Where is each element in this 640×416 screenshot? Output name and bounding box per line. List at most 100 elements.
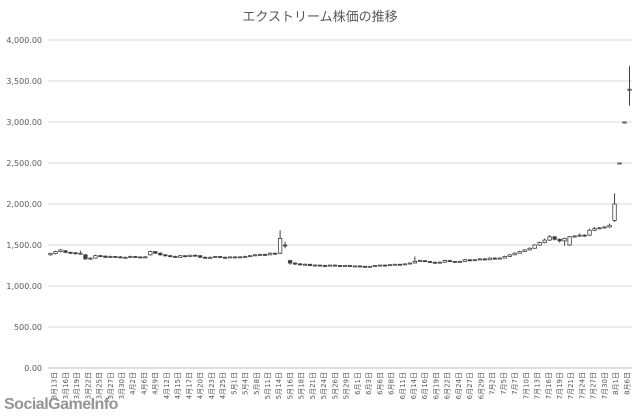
y-tick-label: 4,000.00: [6, 36, 42, 45]
candle: [572, 235, 577, 238]
candle: [522, 249, 527, 252]
candle-body: [452, 260, 457, 263]
candle-body: [467, 259, 472, 262]
candle: [302, 263, 308, 266]
candle: [547, 235, 552, 241]
candle-body: [577, 234, 582, 237]
candle: [282, 241, 288, 249]
candle: [143, 256, 148, 259]
candle: [262, 253, 268, 256]
candle-body: [582, 234, 587, 237]
x-tick-label: 5月14日: [275, 372, 283, 399]
candle: [108, 255, 113, 258]
candle-body: [622, 121, 627, 124]
x-tick-label: 3月13日: [51, 372, 59, 399]
candle-body: [48, 253, 53, 256]
candle-body: [482, 258, 487, 261]
candle-body: [113, 256, 118, 258]
candle: [83, 254, 88, 260]
candle: [372, 265, 378, 267]
candle: [492, 257, 497, 260]
x-tick-label: 5月16日: [286, 372, 294, 399]
x-tick-label: 6月29日: [477, 372, 485, 399]
candle-body: [502, 256, 507, 259]
x-tick-label: 6月16日: [421, 372, 429, 399]
candle-body: [282, 244, 288, 247]
candle: [173, 255, 178, 258]
candle: [587, 228, 592, 236]
candle: [352, 265, 358, 268]
candle: [412, 256, 418, 264]
candle-body: [163, 254, 168, 257]
x-tick-label: 6月11日: [399, 372, 407, 399]
candle-body: [357, 265, 363, 268]
candle: [58, 249, 63, 253]
candle-body: [78, 252, 83, 255]
candle-body: [233, 256, 238, 259]
candle-body: [567, 236, 572, 246]
candle-body: [417, 260, 423, 262]
candle-body: [238, 256, 243, 259]
x-tick-label: 5月11日: [264, 372, 272, 399]
candle-series: [48, 66, 632, 268]
candle: [437, 261, 442, 264]
x-tick-label: 3月30日: [118, 372, 126, 399]
candle-body: [153, 251, 158, 254]
candle-body: [243, 256, 248, 258]
candle-body: [292, 262, 298, 265]
candle: [48, 253, 53, 256]
candle-body: [133, 256, 138, 258]
candle: [103, 255, 108, 259]
x-tick-label: 6月27日: [466, 372, 474, 399]
candle-body: [218, 256, 223, 258]
candle: [138, 256, 143, 259]
candle: [432, 261, 437, 264]
x-tick-label: 5月26日: [331, 372, 339, 399]
candle-body: [287, 260, 293, 264]
chart-title: エクストリーム株価の推移: [242, 10, 397, 25]
watermark: SocialGameInfo: [4, 396, 118, 413]
candle: [482, 258, 487, 261]
x-tick-label: 4月9日: [152, 372, 160, 395]
candle: [517, 250, 522, 254]
x-tick-label: 5月8日: [253, 372, 261, 395]
candle-body: [437, 261, 442, 264]
candle: [153, 251, 158, 255]
candle-body: [612, 203, 617, 221]
candle-body: [203, 256, 208, 259]
candle-body: [58, 249, 63, 252]
candle-body: [537, 242, 542, 246]
candle-body: [592, 228, 597, 231]
candle: [532, 244, 537, 249]
x-tick-label: 6月22日: [444, 372, 452, 399]
candle-body: [123, 256, 128, 259]
y-tick-label: 2,500.00: [6, 159, 42, 168]
candle: [507, 254, 512, 257]
candle: [502, 255, 507, 259]
candle: [347, 265, 353, 268]
candle-body: [562, 238, 567, 242]
candle-body: [257, 254, 263, 256]
candle: [158, 252, 163, 256]
candle: [457, 260, 462, 263]
x-tick-label: 5月24日: [320, 372, 328, 399]
candle: [422, 260, 428, 263]
candle-body: [327, 264, 333, 267]
candle-body: [472, 259, 477, 262]
x-tick-label: 6月1日: [354, 372, 362, 395]
candle: [562, 237, 567, 246]
candle: [233, 256, 238, 259]
candle-body: [597, 227, 602, 230]
x-tick-label: 5月4日: [242, 372, 250, 395]
x-tick-label: 5月18日: [298, 372, 306, 399]
x-tick-label: 7月2日: [489, 372, 497, 395]
candle: [477, 258, 482, 261]
candle-body: [88, 257, 93, 260]
candle: [362, 265, 368, 268]
candle-body: [223, 256, 228, 259]
candle: [252, 254, 258, 257]
candle-body: [342, 265, 348, 267]
candle: [592, 226, 597, 232]
y-tick-label: 1,000.00: [6, 282, 42, 291]
candle-body: [168, 255, 173, 258]
